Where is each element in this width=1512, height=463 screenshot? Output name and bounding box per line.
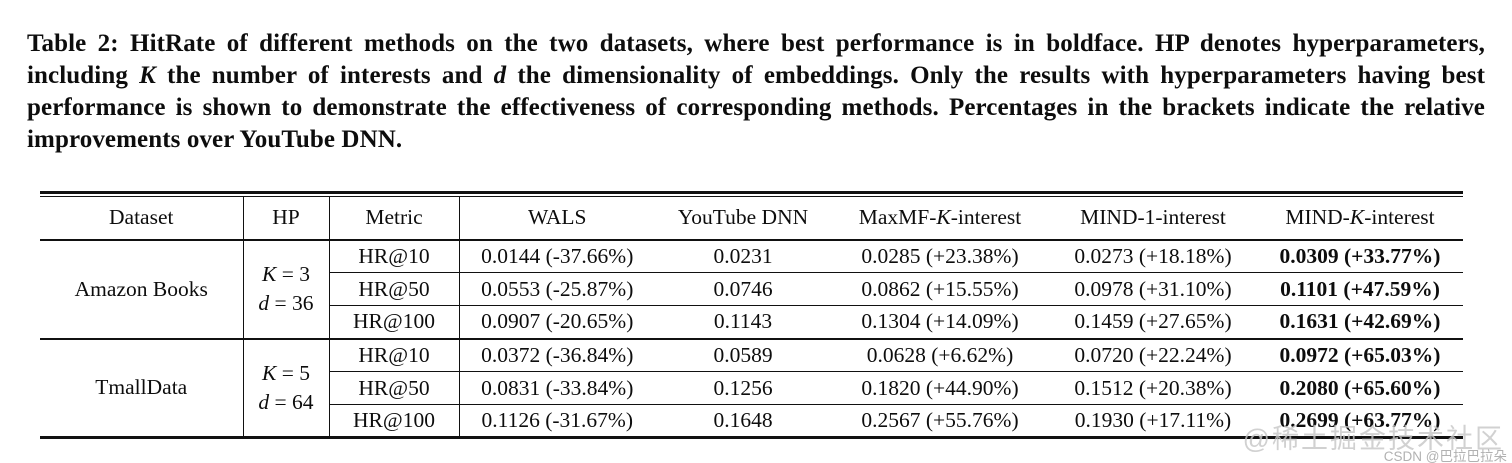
table-row: HR@100 0.0907 (-20.65%) 0.1143 0.1304 (+…	[40, 305, 1463, 339]
value-cell-maxmf: 0.1304 (+14.09%)	[831, 305, 1049, 339]
col-header-youtube-dnn: YouTube DNN	[655, 196, 831, 241]
table-row: HR@100 0.1126 (-31.67%) 0.1648 0.2567 (+…	[40, 404, 1463, 438]
value-cell-youtube-dnn: 0.0231	[713, 243, 773, 268]
value-cell-youtube-dnn: 0.0746	[655, 272, 831, 306]
col-header-wals: WALS	[459, 196, 655, 241]
col-header-dataset: Dataset	[40, 196, 244, 241]
table-row: TmallData K = 5 d = 64 HR@10 0.0372 (-36…	[40, 337, 1463, 438]
value-cell-youtube-dnn: 0.1648	[655, 404, 831, 438]
value-cell-youtube-dnn: 0.0589	[655, 337, 831, 372]
value-cell-mind-1: 0.0273 (+18.18%)	[1074, 243, 1232, 268]
value-cell-mind-k-best: 0.0972 (+65.03%)	[1257, 337, 1463, 372]
value-cell-maxmf: 0.0628 (+6.62%)	[831, 337, 1049, 372]
hp-cell-amazon-books: K = 3 d = 36	[243, 239, 330, 339]
value-cell-mind-1: 0.1930 (+17.11%)	[1049, 404, 1257, 438]
value-cell-maxmf: 0.1820 (+44.90%)	[831, 371, 1049, 405]
value-cell-maxmf: 0.0862 (+15.55%)	[831, 272, 1049, 306]
watermark-juejin: @稀土掘金技术社区	[1242, 424, 1504, 454]
col-header-mind-1-interest: MIND-1-interest	[1049, 196, 1257, 241]
value-cell-wals: 0.0831 (-33.84%)	[459, 371, 655, 405]
results-table: Dataset HP Metric WALS YouTube DNN MaxMF…	[40, 196, 1463, 439]
value-cell-mind-1: 0.1512 (+20.38%)	[1049, 371, 1257, 405]
value-cell-youtube-dnn: 0.1256	[655, 371, 831, 405]
value-cell-maxmf: 0.2567 (+55.76%)	[831, 404, 1049, 438]
caption-segment: the dimensionality of embeddings. Only t…	[27, 62, 1486, 153]
hp-cell-tmalldata: K = 5 d = 64	[243, 337, 330, 438]
metric-cell: HR@50	[329, 371, 460, 405]
col-header-mind-k-interest: MIND-K-interest	[1257, 196, 1463, 241]
caption-var-d: d	[493, 62, 507, 89]
value-cell-mind-1: 0.1459 (+27.65%)	[1049, 305, 1257, 339]
metric-cell: HR@100	[329, 404, 460, 438]
value-cell-mind-k-best: 0.1631 (+42.69%)	[1257, 305, 1463, 339]
value-cell-maxmf: 0.0285 (+23.38%)	[861, 243, 1019, 268]
caption-segment: the number of interests and	[155, 62, 494, 89]
table-row: HR@50 0.0553 (-25.87%) 0.0746 0.0862 (+1…	[40, 272, 1463, 306]
metric-cell: HR@100	[329, 305, 460, 339]
results-table-wrapper: Dataset HP Metric WALS YouTube DNN MaxMF…	[40, 191, 1463, 439]
value-cell-mind-k-best: 0.2080 (+65.60%)	[1257, 371, 1463, 405]
value-cell-wals: 0.0372 (-36.84%)	[459, 337, 655, 372]
table-caption: Table 2: HitRate of different methods on…	[27, 28, 1485, 156]
metric-cell: HR@10	[329, 337, 460, 372]
caption-segment: Table 2: HitRate of different methods on…	[27, 30, 1485, 89]
value-cell-wals: 0.0907 (-20.65%)	[459, 305, 655, 339]
value-cell-mind-k-best: 0.1101 (+47.59%)	[1257, 272, 1463, 306]
table-row: Amazon Books K = 3 d = 36 HR@10 0.0144 (…	[40, 239, 1463, 339]
dataset-cell-tmalldata: TmallData	[40, 337, 244, 438]
caption-var-k: K	[139, 62, 156, 89]
metric-cell: HR@50	[329, 272, 460, 306]
table-row: HR@50 0.0831 (-33.84%) 0.1256 0.1820 (+4…	[40, 371, 1463, 405]
col-header-metric: Metric	[329, 196, 460, 241]
value-cell-mind-k-best: 0.0309 (+33.77%)	[1279, 243, 1441, 268]
value-cell-mind-1: 0.0720 (+22.24%)	[1049, 337, 1257, 372]
value-cell-wals: 0.1126 (-31.67%)	[459, 404, 655, 438]
value-cell-wals: 0.0144 (-37.66%)	[481, 243, 634, 268]
value-cell-youtube-dnn: 0.1143	[655, 305, 831, 339]
header-row: Dataset HP Metric WALS YouTube DNN MaxMF…	[40, 196, 1463, 241]
value-cell-wals: 0.0553 (-25.87%)	[459, 272, 655, 306]
value-cell-mind-k-best: 0.2699 (+63.77%)	[1257, 404, 1463, 438]
value-cell-mind-1: 0.0978 (+31.10%)	[1049, 272, 1257, 306]
col-header-maxmf-k-interest: MaxMF-K-interest	[831, 196, 1049, 241]
col-header-hp: HP	[243, 196, 330, 241]
metric-cell: HR@10	[329, 239, 460, 273]
watermark-csdn: CSDN @巴拉巴拉朵	[1383, 449, 1507, 463]
dataset-cell-amazon-books: Amazon Books	[40, 239, 244, 339]
